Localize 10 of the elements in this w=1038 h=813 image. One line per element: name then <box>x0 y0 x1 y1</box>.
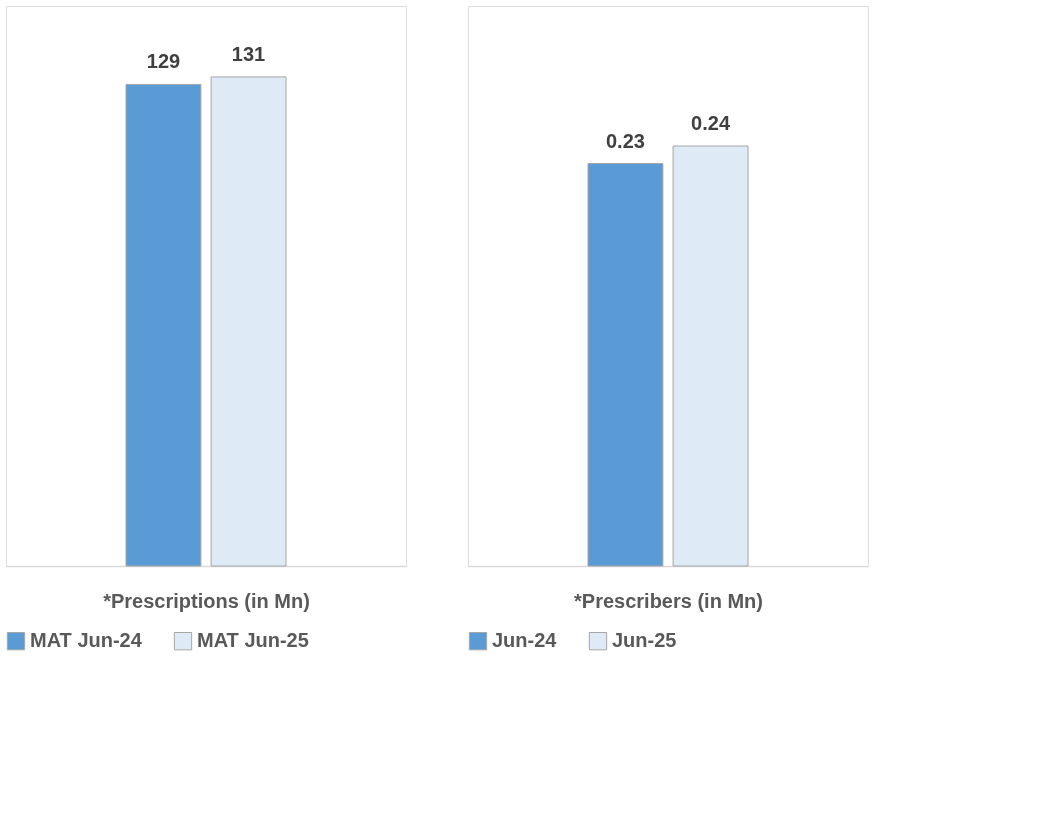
data-label: 0.24 <box>691 112 731 134</box>
x-axis-title: *Prescriptions (in Mn) <box>103 589 310 612</box>
legend-label: MAT Jun-24 <box>30 629 143 652</box>
legend-label: Jun-24 <box>492 629 558 652</box>
data-label: 131 <box>231 42 266 65</box>
x-axis-title: *Prescribers (in Mn) <box>574 589 763 612</box>
legend-label: MAT Jun-25 <box>197 629 309 652</box>
data-label: 0.23 <box>605 129 645 152</box>
legend-label: Jun-25 <box>612 629 677 652</box>
data-label: 129 <box>146 50 181 73</box>
